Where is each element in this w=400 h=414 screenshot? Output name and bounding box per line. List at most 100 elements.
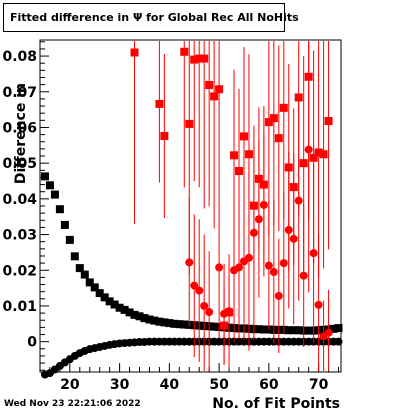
- data-point-square: [155, 99, 164, 108]
- y-tick-label: 0.01: [2, 299, 37, 315]
- data-point-circle: [215, 263, 224, 272]
- data-point-square: [304, 326, 313, 335]
- data-point-square: [259, 325, 268, 334]
- data-point-square: [130, 48, 139, 57]
- data-point-square: [269, 114, 278, 123]
- data-point-square: [289, 326, 298, 335]
- data-point-square: [135, 312, 144, 321]
- data-point-circle: [259, 200, 268, 209]
- data-point-square: [284, 326, 293, 335]
- data-point-circle: [190, 281, 199, 290]
- data-point-square: [175, 320, 184, 329]
- data-point-square: [294, 93, 303, 102]
- data-point-circle: [205, 308, 214, 317]
- x-axis-label: No. of Fit Points: [212, 396, 340, 412]
- data-point-square: [165, 319, 174, 328]
- data-point-square: [264, 118, 273, 127]
- x-tick-label: 50: [209, 377, 229, 393]
- data-point-square: [140, 314, 149, 323]
- data-point-square: [145, 315, 154, 324]
- data-point-circle: [309, 249, 318, 258]
- data-point-circle: [284, 225, 293, 234]
- data-point-square: [160, 318, 169, 327]
- data-point-circle: [254, 215, 263, 224]
- data-point-circle: [249, 228, 258, 237]
- data-point-square: [80, 270, 89, 279]
- data-point-square: [65, 235, 74, 244]
- data-point-square: [110, 300, 119, 309]
- y-tick-label: 0.05: [2, 156, 37, 172]
- data-point-circle: [200, 301, 209, 310]
- data-point-square: [235, 167, 244, 176]
- data-point-square: [45, 181, 54, 190]
- chart-title: Fitted difference in Ψ for Global Rec Al…: [3, 3, 299, 32]
- data-point-circle: [269, 268, 278, 277]
- timestamp: Wed Nov 23 22:21:06 2022: [4, 399, 141, 409]
- data-point-square: [190, 55, 199, 64]
- data-point-square: [274, 134, 283, 143]
- y-tick-label: 0.04: [2, 192, 37, 208]
- data-point-circle: [185, 258, 194, 267]
- data-point-square: [70, 252, 79, 261]
- data-point-square: [50, 190, 59, 199]
- data-point-circle: [314, 300, 323, 309]
- data-point-circle: [264, 261, 273, 270]
- data-point-square: [210, 322, 219, 331]
- data-point-square: [244, 150, 253, 159]
- y-tick-label: 0.03: [2, 228, 37, 244]
- data-point-square: [55, 205, 64, 214]
- data-point-square: [299, 159, 308, 168]
- x-tick-label: 40: [160, 377, 180, 393]
- x-tick-label: 60: [259, 377, 279, 393]
- data-point-square: [150, 316, 159, 325]
- data-point-square: [75, 264, 84, 273]
- data-point-square: [130, 310, 139, 319]
- data-point-square: [160, 132, 169, 141]
- data-point-square: [239, 132, 248, 141]
- data-point-circle: [225, 307, 234, 316]
- data-point-circle: [304, 145, 313, 154]
- data-point-square: [100, 293, 109, 302]
- data-point-square: [195, 54, 204, 63]
- data-point-square: [95, 289, 104, 298]
- data-point-square: [205, 80, 214, 89]
- data-point-circle: [235, 263, 244, 272]
- data-point-square: [180, 320, 189, 329]
- y-axis-label: Difference in: [13, 83, 29, 185]
- data-point-square: [254, 325, 263, 334]
- x-tick-label: 30: [110, 377, 130, 393]
- series-3: [185, 41, 333, 371]
- data-point-square: [125, 308, 134, 317]
- x-tick-label: 20: [60, 377, 80, 393]
- data-point-square: [120, 305, 129, 314]
- data-point-square: [85, 278, 94, 287]
- data-point-square: [185, 119, 194, 128]
- data-point-square: [200, 54, 209, 63]
- data-point-square: [309, 153, 318, 162]
- data-point-square: [170, 319, 179, 328]
- y-tick-label: 0.07: [2, 85, 37, 101]
- data-point-square: [324, 117, 333, 126]
- data-marks: [40, 41, 343, 379]
- data-point-square: [329, 324, 338, 333]
- data-point-circle: [294, 196, 303, 205]
- data-point-circle: [244, 253, 253, 262]
- y-tick-label: 0.06: [2, 120, 37, 136]
- x-tick-label: 70: [309, 377, 329, 393]
- data-point-circle: [334, 337, 343, 346]
- data-point-square: [40, 172, 49, 181]
- data-point-circle: [289, 234, 298, 243]
- data-point-square: [319, 150, 328, 159]
- series-0: [40, 172, 343, 335]
- data-point-square: [334, 324, 343, 333]
- data-point-square: [180, 47, 189, 56]
- data-point-circle: [299, 271, 308, 280]
- data-point-square: [314, 148, 323, 157]
- data-point-square: [60, 220, 69, 229]
- data-point-circle: [195, 286, 204, 295]
- data-point-circle: [274, 291, 283, 300]
- data-point-square: [210, 92, 219, 101]
- data-point-square: [115, 303, 124, 312]
- data-point-square: [105, 297, 114, 306]
